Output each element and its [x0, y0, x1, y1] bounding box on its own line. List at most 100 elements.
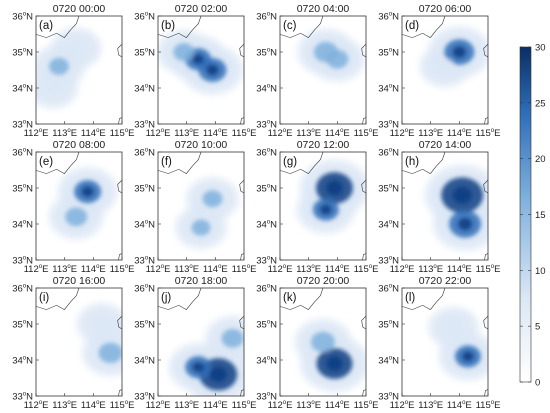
x-tick-label: 114oE: [325, 264, 350, 275]
y-tick-label: 35oN: [134, 184, 155, 195]
y-tick-label: 36oN: [12, 12, 33, 23]
precip-peak: [209, 366, 227, 382]
y-tick-label: 34oN: [256, 220, 277, 231]
y-tick-label: 34oN: [256, 356, 277, 367]
x-tick-label: 112oE: [390, 264, 415, 275]
y-tick-label: 35oN: [12, 184, 33, 195]
precip-core: [65, 207, 88, 227]
panel-title: 0720 02:00: [175, 3, 228, 15]
y-tick-label: 36oN: [378, 148, 399, 159]
y-tick-label: 34oN: [12, 84, 33, 95]
province-boundary: [484, 117, 488, 124]
panel-title: 0720 00:00: [53, 3, 106, 15]
y-tick-label: 34oN: [12, 356, 33, 367]
province-boundary: [280, 16, 324, 38]
y-tick-label: 35oN: [12, 48, 33, 59]
province-boundary: [484, 389, 488, 396]
precip-peak: [320, 204, 332, 215]
panel-letter: (k): [283, 292, 297, 304]
x-tick-label: 115oE: [232, 400, 257, 411]
map-panel: 0720 16:00 (i) 112oE 113oE 114oE 115oE 36oN 35o…: [12, 275, 134, 411]
y-tick-label: 33oN: [256, 256, 277, 267]
map-frame: [35, 15, 123, 125]
province-boundary: [483, 315, 488, 330]
y-tick-label: 34oN: [134, 356, 155, 367]
map-frame: [157, 287, 245, 397]
precip-peak: [462, 351, 474, 362]
x-tick-label: 115oE: [232, 128, 257, 139]
colorbar-tick-label: 20: [535, 154, 546, 165]
precip-core: [191, 219, 211, 236]
map-frame: [279, 151, 367, 261]
y-tick-label: 36oN: [256, 148, 277, 159]
x-tick-label: 113oE: [52, 264, 77, 275]
province-boundary: [36, 288, 80, 310]
x-tick-label: 112oE: [24, 400, 49, 411]
y-tick-label: 35oN: [378, 48, 399, 59]
y-tick-label: 33oN: [378, 256, 399, 267]
province-boundary: [280, 288, 324, 310]
colorbar-tick-label: 0: [535, 378, 540, 389]
colorbar-tick-label: 30: [535, 43, 546, 54]
x-tick-label: 115oE: [476, 400, 501, 411]
y-tick-label: 33oN: [256, 392, 277, 403]
panel-letter: (g): [283, 156, 297, 168]
x-tick-label: 112oE: [268, 400, 293, 411]
x-tick-label: 112oE: [390, 128, 415, 139]
x-tick-label: 114oE: [203, 128, 228, 139]
panel-title: 0720 22:00: [419, 275, 472, 287]
y-tick-label: 33oN: [134, 256, 155, 267]
y-tick-label: 34oN: [12, 220, 33, 231]
x-tick-label: 113oE: [174, 400, 199, 411]
province-boundary: [36, 152, 80, 174]
panel-title: 0720 20:00: [297, 275, 350, 287]
map-panel: 0720 12:00(g) 112oE 113oE 114oE 115oE 36oN 35o…: [256, 139, 378, 275]
x-tick-label: 113oE: [174, 264, 199, 275]
y-tick-label: 35oN: [256, 184, 277, 195]
panel-title: 0720 10:00: [175, 139, 228, 151]
map-panel: 0720 02:00(b) 112oE 113oE 114oE 115oE 36oN 35o…: [134, 3, 256, 139]
x-tick-label: 112oE: [146, 400, 171, 411]
map-frame: [157, 15, 245, 125]
precip-peak: [452, 186, 472, 204]
y-tick-label: 33oN: [12, 392, 33, 403]
y-tick-label: 36oN: [378, 284, 399, 295]
y-tick-label: 36oN: [134, 148, 155, 159]
y-tick-label: 34oN: [378, 84, 399, 95]
province-boundary: [361, 315, 366, 330]
x-tick-label: 112oE: [390, 400, 415, 411]
precip-core: [444, 319, 463, 336]
y-tick-label: 34oN: [378, 356, 399, 367]
precip-peak: [192, 362, 204, 373]
x-tick-label: 113oE: [296, 400, 321, 411]
colorbar-tick-label: 5: [535, 322, 540, 333]
x-tick-label: 114oE: [81, 400, 106, 411]
precip-core: [44, 80, 62, 96]
precip-core: [92, 316, 111, 332]
map-frame: [401, 287, 489, 397]
precip-peak: [206, 64, 219, 76]
colorbar-tick-label: 15: [535, 210, 546, 221]
province-boundary: [362, 117, 366, 124]
province-boundary: [362, 389, 366, 396]
panel-title: 0720 14:00: [419, 139, 472, 151]
panel-title: 0720 04:00: [297, 3, 350, 15]
panel-letter: (l): [405, 292, 415, 304]
colorbar-tick-label: 25: [535, 98, 546, 109]
y-tick-label: 36oN: [12, 148, 33, 159]
colorbar-tick-label: 10: [535, 266, 546, 277]
x-tick-label: 114oE: [203, 400, 228, 411]
province-boundary: [158, 288, 202, 310]
map-panel: 0720 14:00(h) 112oE 113oE 114oE 115oE 36oN 35o…: [378, 139, 500, 275]
panel-letter: (a): [39, 20, 53, 32]
map-frame: [401, 151, 489, 261]
y-tick-label: 34oN: [256, 84, 277, 95]
x-tick-label: 114oE: [447, 128, 472, 139]
y-tick-label: 36oN: [256, 284, 277, 295]
x-tick-label: 115oE: [110, 128, 135, 139]
y-tick-label: 35oN: [134, 320, 155, 331]
panel-letter: (j): [161, 292, 171, 304]
y-tick-label: 35oN: [134, 48, 155, 59]
panel-letter: (i): [39, 292, 49, 304]
